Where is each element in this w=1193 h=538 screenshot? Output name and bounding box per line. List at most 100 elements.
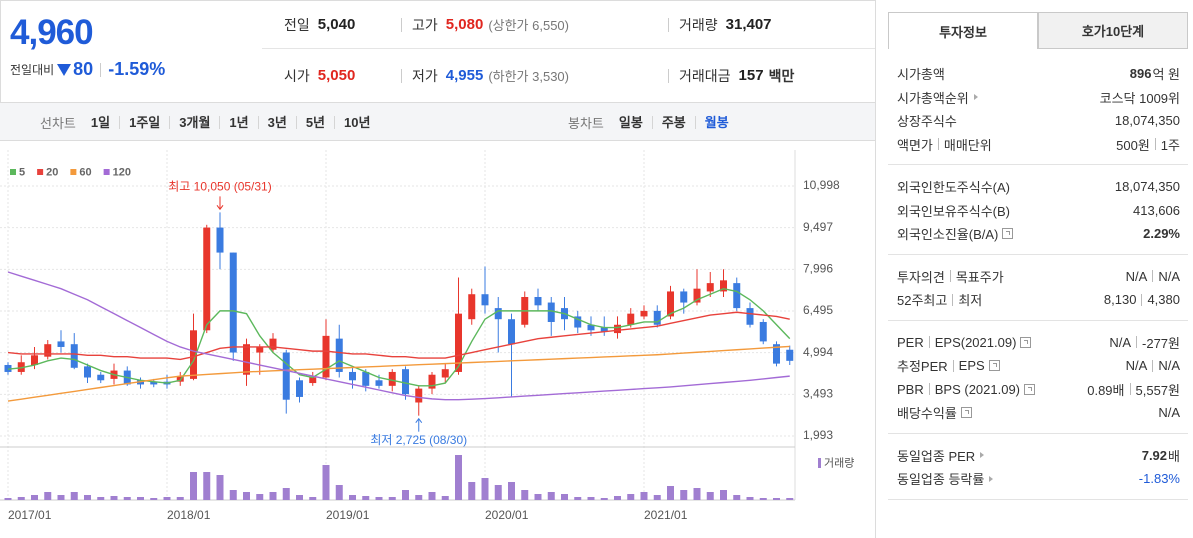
info-row[interactable]: 동일업종 등락률 -1.83% — [888, 467, 1188, 491]
volume-bar — [282, 488, 290, 500]
candle-body — [468, 294, 476, 320]
candle-body — [57, 341, 65, 347]
candle-body — [534, 296, 542, 306]
toolbar-label: 봉차트 — [568, 115, 604, 131]
volume-bar — [349, 495, 356, 500]
volume-bar — [773, 498, 780, 500]
volume-bar — [508, 482, 515, 500]
info-section: 동일업종 PER 7.92 배 동일업종 등락률 -1.83% — [888, 434, 1188, 500]
volume-bar — [706, 492, 714, 500]
legend-label: 5 — [19, 166, 25, 178]
volume-bar — [190, 472, 197, 500]
info-label: 동일업종 등락률 — [897, 469, 994, 488]
candle-body — [441, 369, 449, 378]
info-label: 투자의견 목표주가 — [897, 267, 1004, 286]
volume-bar — [176, 497, 184, 500]
volume-bar — [322, 465, 330, 500]
help-icon[interactable] — [988, 360, 1000, 372]
candle-body — [84, 366, 91, 378]
info-value-text: 2.29% — [1143, 226, 1180, 242]
volume-bar — [600, 498, 608, 500]
separator — [937, 138, 939, 151]
candle-body — [44, 344, 52, 357]
quote-value: 5,080 — [445, 16, 484, 33]
quote-label: 전일 — [284, 16, 310, 33]
help-icon[interactable] — [1002, 228, 1014, 240]
info-value-text: -277원 — [1142, 335, 1180, 351]
candle-body — [150, 381, 158, 385]
volume-bar — [720, 490, 727, 500]
annotation-arrowhead — [415, 417, 423, 423]
volume-bar — [746, 497, 754, 500]
toolbar-option[interactable]: 3년 — [257, 115, 296, 129]
candle-chart-options: 봉차트 일봉 주봉 월봉 — [568, 103, 738, 141]
tab[interactable]: 투자정보 — [888, 12, 1038, 49]
info-label-text: 투자의견 — [897, 269, 945, 285]
volume-bar — [468, 482, 476, 500]
change-rate: -1.59% — [108, 59, 166, 79]
info-value: 코스닥 1009위 — [1100, 88, 1180, 107]
info-value-text: N/A — [1109, 334, 1132, 350]
candle-body — [587, 324, 595, 331]
candle-body — [680, 291, 688, 303]
info-section: PER EPS(2021.09) N/A -277원 추정PER EPS N/A N/A PBR… — [888, 321, 1188, 434]
quote-row: 시가 5,050 저가 4,955 (하한가 3,530) 거래대금 157 백만 — [262, 48, 875, 103]
volume-legend: 거래량 — [824, 456, 854, 469]
toolbar-option[interactable]: 1년 — [219, 115, 257, 129]
candle-body — [269, 338, 277, 350]
link-arrow — [980, 452, 985, 459]
info-value-text: 500원 — [1116, 137, 1150, 153]
info-label: 외국인보유주식수(B) — [897, 201, 1010, 220]
volume-bar — [123, 497, 131, 500]
x-tick-label: 2018/01 — [167, 508, 211, 522]
volume-bar — [57, 495, 65, 500]
info-label-text: PBR — [897, 381, 924, 397]
candle-body — [653, 310, 661, 325]
candle-body — [759, 321, 767, 342]
help-icon[interactable] — [960, 407, 972, 419]
quote-note: (상한가 6,550) — [488, 18, 569, 33]
info-row[interactable]: 동일업종 PER 7.92 배 — [888, 444, 1188, 468]
info-value-text: 7.92 — [1141, 447, 1168, 463]
help-icon[interactable] — [1020, 336, 1032, 348]
info-label-text: 매매단위 — [943, 137, 992, 153]
tab[interactable]: 호가10단계 — [1038, 12, 1188, 49]
candle-body — [640, 310, 648, 317]
info-row: PER EPS(2021.09) N/A -277원 — [888, 331, 1188, 355]
quote-cell: 시가 5,050 — [284, 48, 355, 103]
info-value-text: 413,606 — [1133, 202, 1180, 218]
help-icon[interactable] — [1024, 383, 1036, 395]
volume-bar — [137, 497, 144, 500]
info-row: 외국인소진율(B/A) 2.29% — [888, 222, 1188, 246]
volume-bar — [216, 475, 224, 500]
quote-cell: 전일 5,040 — [284, 1, 355, 48]
separator — [1154, 138, 1156, 151]
toolbar-option[interactable]: 월봉 — [694, 115, 738, 129]
info-value: 896 억 원 — [1130, 64, 1180, 83]
toolbar-option[interactable]: 5년 — [295, 115, 334, 129]
info-label-text: BPS (2021.09) — [934, 381, 1021, 397]
info-value: N/A -277원 — [1109, 333, 1180, 352]
info-value: 18,074,350 — [1115, 179, 1180, 194]
info-row[interactable]: 시가총액순위 코스닥 1009위 — [888, 86, 1188, 110]
info-label: 52주최고 최저 — [897, 290, 982, 309]
toolbar-option[interactable]: 주봉 — [651, 115, 695, 129]
info-value-text: N/A — [1158, 268, 1180, 284]
toolbar-option[interactable]: 3개월 — [169, 115, 219, 129]
candle-body — [203, 227, 211, 331]
volume-bar — [203, 472, 211, 500]
toolbar-option[interactable]: 1주일 — [119, 115, 169, 129]
toolbar-option[interactable]: 일봉 — [618, 114, 643, 130]
info-label: 시가총액 — [897, 64, 945, 83]
x-tick-label: 2020/01 — [485, 508, 529, 522]
toolbar-option[interactable]: 1일 — [90, 114, 111, 130]
candle-body — [243, 344, 250, 375]
quote-cell: 거래량 31,407 — [668, 1, 772, 48]
candle-body — [481, 294, 489, 306]
toolbar-label: 선차트 — [40, 115, 76, 131]
info-value-text: 18,074,350 — [1114, 113, 1180, 129]
toolbar-option[interactable]: 10년 — [334, 115, 379, 129]
quote-label: 거래량 — [679, 16, 718, 33]
change-row: 전일대비 80 -1.59% — [10, 59, 165, 80]
info-value: 8,130 4,380 — [1104, 292, 1180, 307]
